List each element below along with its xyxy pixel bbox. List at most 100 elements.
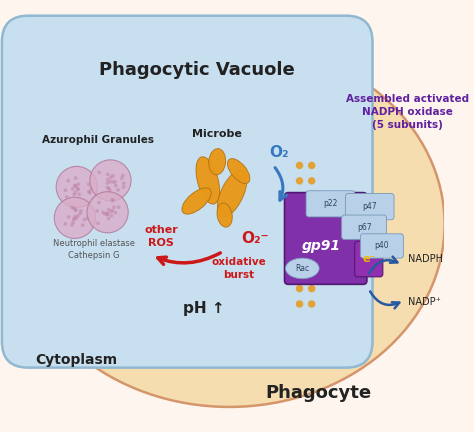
Ellipse shape bbox=[72, 193, 76, 196]
Ellipse shape bbox=[101, 210, 105, 214]
Ellipse shape bbox=[107, 187, 111, 190]
Ellipse shape bbox=[64, 222, 67, 226]
Ellipse shape bbox=[116, 188, 120, 192]
Ellipse shape bbox=[296, 177, 303, 184]
Text: gp91: gp91 bbox=[301, 239, 340, 253]
Ellipse shape bbox=[76, 187, 80, 191]
Text: p40: p40 bbox=[374, 241, 389, 251]
Ellipse shape bbox=[296, 223, 303, 231]
Text: p47: p47 bbox=[363, 202, 377, 211]
FancyBboxPatch shape bbox=[342, 215, 387, 239]
Ellipse shape bbox=[308, 254, 315, 261]
FancyBboxPatch shape bbox=[355, 241, 383, 277]
Text: Assembled activated
NADPH oxidase
(5 subunits): Assembled activated NADPH oxidase (5 sub… bbox=[346, 94, 469, 130]
Ellipse shape bbox=[308, 223, 315, 231]
Ellipse shape bbox=[97, 201, 101, 204]
Ellipse shape bbox=[107, 217, 110, 220]
Ellipse shape bbox=[90, 160, 131, 201]
Ellipse shape bbox=[121, 174, 125, 177]
Ellipse shape bbox=[120, 176, 124, 180]
Ellipse shape bbox=[106, 186, 109, 190]
Ellipse shape bbox=[111, 180, 115, 184]
Text: p67: p67 bbox=[357, 223, 372, 232]
Ellipse shape bbox=[67, 215, 71, 219]
Ellipse shape bbox=[109, 214, 113, 218]
Text: NADP⁺: NADP⁺ bbox=[408, 297, 441, 307]
Ellipse shape bbox=[70, 223, 74, 227]
Ellipse shape bbox=[308, 285, 315, 292]
Ellipse shape bbox=[112, 205, 116, 209]
Ellipse shape bbox=[64, 188, 67, 192]
Ellipse shape bbox=[66, 179, 70, 183]
Text: O₂⁻: O₂⁻ bbox=[241, 231, 268, 246]
Ellipse shape bbox=[87, 190, 91, 194]
Ellipse shape bbox=[82, 218, 86, 222]
Ellipse shape bbox=[105, 181, 109, 185]
Ellipse shape bbox=[76, 182, 80, 186]
Ellipse shape bbox=[296, 208, 303, 216]
Text: p22: p22 bbox=[323, 199, 337, 208]
Ellipse shape bbox=[296, 238, 303, 246]
Ellipse shape bbox=[218, 170, 247, 217]
Ellipse shape bbox=[308, 208, 315, 216]
Ellipse shape bbox=[78, 211, 82, 215]
Ellipse shape bbox=[56, 166, 97, 208]
Ellipse shape bbox=[106, 212, 109, 215]
FancyBboxPatch shape bbox=[284, 193, 367, 284]
Ellipse shape bbox=[114, 184, 118, 187]
Ellipse shape bbox=[88, 191, 91, 194]
Ellipse shape bbox=[73, 191, 77, 194]
Text: O₂: O₂ bbox=[269, 145, 289, 160]
Ellipse shape bbox=[71, 187, 74, 191]
Ellipse shape bbox=[111, 174, 115, 178]
Ellipse shape bbox=[110, 209, 114, 213]
Ellipse shape bbox=[111, 199, 115, 203]
Ellipse shape bbox=[79, 209, 83, 213]
Ellipse shape bbox=[74, 209, 78, 213]
Ellipse shape bbox=[113, 211, 117, 214]
Ellipse shape bbox=[182, 188, 211, 214]
Ellipse shape bbox=[72, 206, 75, 210]
Ellipse shape bbox=[76, 187, 80, 191]
Ellipse shape bbox=[108, 188, 112, 192]
Ellipse shape bbox=[217, 203, 232, 227]
Text: other
ROS: other ROS bbox=[144, 226, 178, 248]
Text: Rac: Rac bbox=[295, 264, 310, 273]
Ellipse shape bbox=[105, 212, 109, 216]
Ellipse shape bbox=[308, 270, 315, 277]
Text: Azurophil Granules: Azurophil Granules bbox=[42, 135, 154, 145]
Ellipse shape bbox=[113, 180, 117, 184]
Ellipse shape bbox=[95, 209, 99, 213]
Ellipse shape bbox=[65, 195, 69, 199]
Ellipse shape bbox=[74, 185, 78, 188]
Ellipse shape bbox=[70, 206, 74, 209]
Ellipse shape bbox=[228, 159, 250, 184]
FancyBboxPatch shape bbox=[346, 194, 394, 220]
Ellipse shape bbox=[105, 213, 109, 216]
Ellipse shape bbox=[71, 220, 75, 224]
Ellipse shape bbox=[110, 198, 114, 202]
Ellipse shape bbox=[107, 208, 110, 212]
Ellipse shape bbox=[122, 185, 126, 189]
Ellipse shape bbox=[74, 216, 78, 220]
Ellipse shape bbox=[73, 184, 77, 187]
Ellipse shape bbox=[14, 42, 445, 407]
Text: pH ↑: pH ↑ bbox=[183, 301, 225, 316]
Ellipse shape bbox=[81, 223, 84, 227]
Ellipse shape bbox=[96, 221, 100, 225]
Ellipse shape bbox=[117, 205, 120, 209]
Ellipse shape bbox=[87, 192, 128, 233]
Text: Neutrophil elastase
Cathepsin G: Neutrophil elastase Cathepsin G bbox=[53, 239, 135, 260]
FancyBboxPatch shape bbox=[360, 234, 403, 258]
Ellipse shape bbox=[109, 176, 113, 179]
Ellipse shape bbox=[308, 177, 315, 184]
Text: Phagocytic Vacuole: Phagocytic Vacuole bbox=[99, 61, 294, 79]
Ellipse shape bbox=[89, 187, 93, 191]
Ellipse shape bbox=[296, 285, 303, 292]
Text: e⁻: e⁻ bbox=[362, 254, 375, 264]
Ellipse shape bbox=[73, 217, 76, 221]
Ellipse shape bbox=[296, 193, 303, 200]
Ellipse shape bbox=[108, 180, 112, 184]
Ellipse shape bbox=[106, 172, 109, 176]
Ellipse shape bbox=[106, 178, 109, 181]
